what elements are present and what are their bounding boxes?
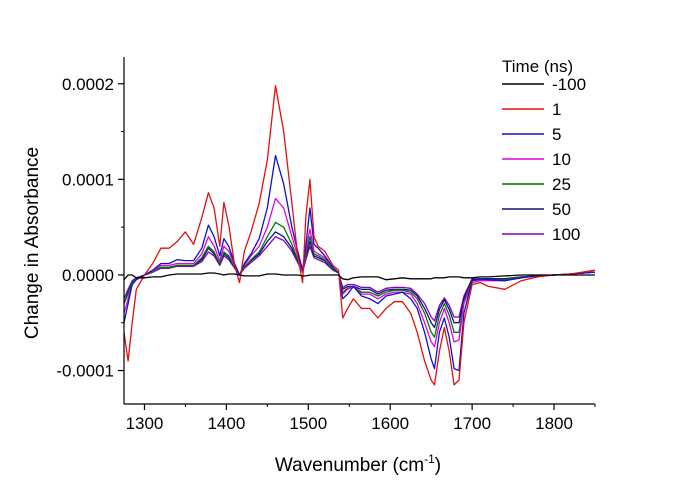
x-tick-label: 1300 xyxy=(126,414,164,433)
axes xyxy=(123,57,595,405)
legend-label-25: 25 xyxy=(552,175,571,194)
legend-label-10: 10 xyxy=(552,150,571,169)
x-tick-label: 1400 xyxy=(207,414,245,433)
legend-label-1: 1 xyxy=(552,100,561,119)
legend-title: Time (ns) xyxy=(502,57,573,76)
legend: Time (ns) -100 1 5 10 25 50 100 xyxy=(502,57,586,244)
plot-lines xyxy=(124,85,595,386)
x-tick-label: 1700 xyxy=(453,414,491,433)
y-axis-title: Change in Absorbance xyxy=(22,147,43,339)
x-axis-title-superscript: -1 xyxy=(424,452,435,466)
series-line-1 xyxy=(124,85,595,386)
series-line-50 xyxy=(124,231,595,329)
legend-label-5: 5 xyxy=(552,125,561,144)
y-tick-label: -0.0001 xyxy=(56,362,114,381)
x-tick-label: 1500 xyxy=(289,414,327,433)
series-line-10 xyxy=(124,197,595,348)
y-tick-label: 0.0002 xyxy=(62,75,114,94)
y-tick-label: 0.0000 xyxy=(62,266,114,285)
x-axis-title: Wavenumber (cm-1) xyxy=(275,452,441,476)
x-tick-label: 1800 xyxy=(535,414,573,433)
y-tick-label: 0.0001 xyxy=(62,170,114,189)
y-ticks: -0.0001 0.0000 0.0001 0.0002 xyxy=(56,75,124,381)
series-line--100 xyxy=(124,272,595,281)
legend-label--100: -100 xyxy=(552,75,586,94)
x-ticks: 1300 1400 1500 1600 1700 1800 xyxy=(126,404,596,433)
series-line-5 xyxy=(124,154,595,372)
legend-label-50: 50 xyxy=(552,200,571,219)
series-line-100 xyxy=(124,236,595,322)
x-tick-label: 1600 xyxy=(371,414,409,433)
legend-label-100: 100 xyxy=(552,225,580,244)
x-axis-title-main: Wavenumber (cm xyxy=(275,455,424,476)
series-line-25 xyxy=(124,221,595,338)
x-axis-title-end: ) xyxy=(435,455,441,476)
